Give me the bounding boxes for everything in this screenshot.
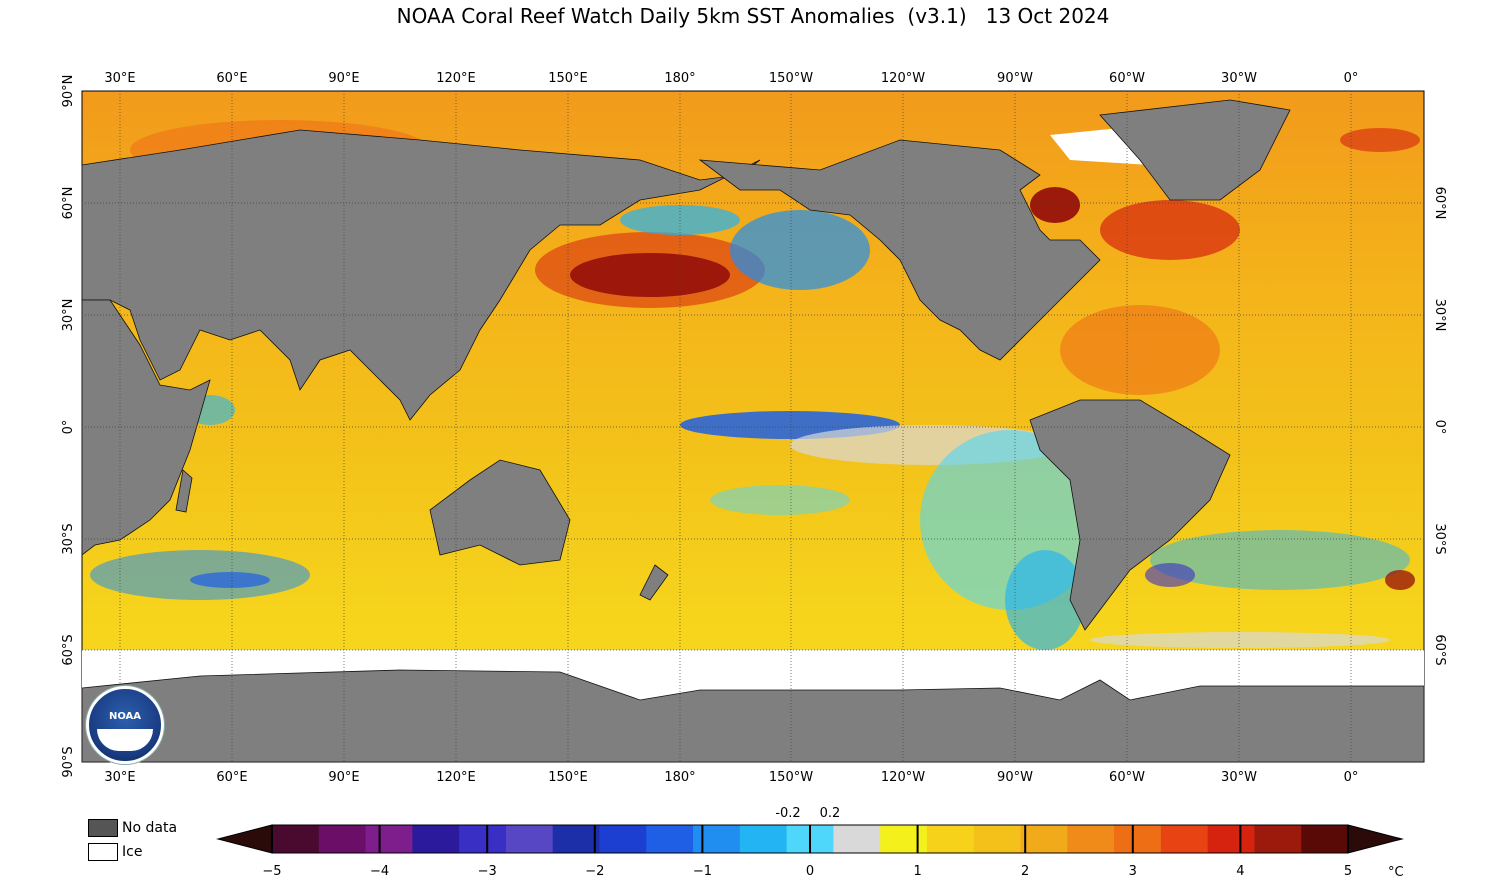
colorbar-tick-label: 4 (1236, 864, 1244, 879)
lon-label: 60°E (216, 770, 247, 785)
lat-labels-right: 60°N 30°N 0° 30°S 60°S (1432, 187, 1447, 666)
colorbar-tick-label: 1 (913, 864, 921, 879)
colorbar-segment (1020, 825, 1068, 853)
colorbar-tick-label: 3 (1129, 864, 1137, 879)
map-area (81, 90, 1425, 763)
lat-label: 90°S (61, 746, 76, 777)
ice-swatch (88, 843, 118, 861)
colorbar-tick-label: −4 (370, 864, 389, 879)
colorbar-segment (552, 825, 600, 853)
colorbar-segment (599, 825, 647, 853)
lon-label: 60°W (1109, 71, 1145, 86)
colorbar-segment (646, 825, 694, 853)
lon-label: 150°E (548, 71, 588, 86)
colorbar-segment (1160, 825, 1209, 853)
lon-label: 30°W (1221, 770, 1257, 785)
lon-labels-top: 30°E 60°E 90°E 120°E 150°E 180° 150°W 12… (104, 71, 1358, 86)
lon-label: 150°W (769, 770, 813, 785)
colorbar-segment (412, 825, 460, 853)
colorbar-segment (1114, 825, 1162, 853)
colorbar-small-tick: 0.2 (820, 806, 841, 821)
lat-labels-left: 90°N 60°N 30°N 0° 30°S 60°S 90°S (61, 75, 76, 778)
lat-label: 60°S (1432, 634, 1447, 665)
colorbar-segment (693, 825, 741, 853)
lat-label: 60°N (1432, 187, 1447, 220)
noaa-logo-text: NOAA (108, 711, 142, 722)
colorbar-segment (1207, 825, 1255, 853)
lat-label: 0° (61, 420, 76, 435)
lat-label: 0° (1432, 420, 1447, 435)
lat-label: 60°S (61, 634, 76, 665)
colorbar-min-arrow (216, 824, 273, 854)
lon-label: 120°E (436, 71, 476, 86)
legend-ice: Ice (88, 840, 177, 864)
lon-label: 90°W (997, 71, 1033, 86)
colorbar-segment (272, 825, 320, 853)
lat-label: 90°N (61, 75, 76, 108)
lon-label: 30°W (1221, 71, 1257, 86)
lon-label: 30°E (104, 770, 135, 785)
colorbar-tick-label: −3 (478, 864, 497, 879)
colorbar-tick-label: 5 (1344, 864, 1352, 879)
colorbar-unit: °C (1388, 865, 1404, 880)
land-masses (81, 99, 1425, 763)
lat-label: 30°N (61, 299, 76, 332)
no-data-swatch (88, 819, 118, 837)
colorbar: −5 −4 −3 −2 −1 0 1 2 3 4 5 -0.2 0.2 °C (216, 806, 1404, 880)
colorbar-segment (365, 825, 413, 853)
colorbar-segment (1301, 825, 1349, 853)
lon-label: 120°W (881, 770, 925, 785)
lat-label: 30°S (1432, 523, 1447, 554)
lon-label: 0° (1344, 770, 1359, 785)
colorbar-segment (973, 825, 1022, 853)
lon-label: 60°W (1109, 770, 1145, 785)
lat-label: 30°S (61, 523, 76, 554)
lat-label: 60°N (61, 187, 76, 220)
colorbar-tick-label: −5 (262, 864, 281, 879)
lon-label: 120°E (436, 770, 476, 785)
lat-label: 30°N (1432, 299, 1447, 332)
lon-label: 180° (664, 770, 695, 785)
noaa-logo: NOAA (86, 686, 164, 764)
legend-no-data-label: No data (122, 820, 178, 836)
lon-label: 90°E (328, 770, 359, 785)
legend: No data Ice (88, 816, 177, 864)
colorbar-segment (1254, 825, 1302, 853)
lon-label: 180° (664, 71, 695, 86)
lon-label: 30°E (104, 71, 135, 86)
colorbar-tick-label: 2 (1021, 864, 1029, 879)
colorbar-tick-label: 0 (806, 864, 814, 879)
lon-labels-bottom: 30°E 60°E 90°E 120°E 150°E 180° 150°W 12… (104, 770, 1358, 785)
graticule (82, 91, 1424, 762)
colorbar-segment (926, 825, 975, 853)
legend-ice-label: Ice (122, 844, 143, 860)
legend-no-data: No data (88, 816, 177, 840)
colorbar-segment (880, 825, 928, 853)
lon-label: 90°W (997, 770, 1033, 785)
noaa-logo-wave (97, 729, 153, 751)
colorbar-ticks: −5 −4 −3 −2 −1 0 1 2 3 4 5 (262, 825, 1352, 879)
map-title: NOAA Coral Reef Watch Daily 5km SST Anom… (396, 4, 1110, 28)
lon-label: 120°W (881, 71, 925, 86)
colorbar-max-arrow (1347, 824, 1404, 854)
colorbar-tick-label: −1 (693, 864, 712, 879)
colorbar-segment (833, 825, 881, 853)
lon-label: 90°E (328, 71, 359, 86)
lon-label: 0° (1344, 71, 1359, 86)
colorbar-tick-label: −2 (585, 864, 604, 879)
colorbar-segment (459, 825, 507, 853)
colorbar-segment (1067, 825, 1115, 853)
lon-label: 60°E (216, 71, 247, 86)
colorbar-segment (318, 825, 367, 853)
colorbar-small-tick: -0.2 (775, 806, 800, 821)
colorbar-segment (505, 825, 554, 853)
colorbar-segment (739, 825, 788, 853)
lon-label: 150°W (769, 71, 813, 86)
lon-label: 150°E (548, 770, 588, 785)
